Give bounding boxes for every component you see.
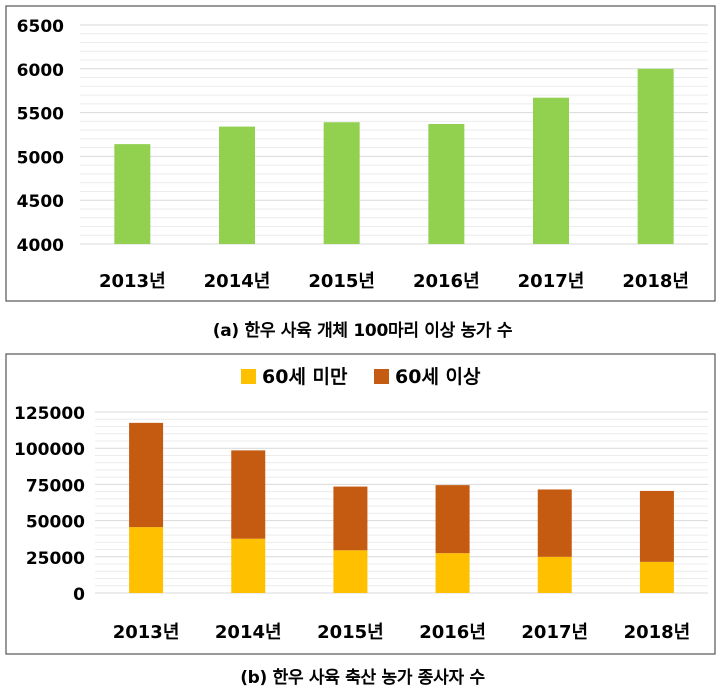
x-tick-label: 2018년 (622, 271, 689, 292)
chart-a-caption: (a) 한우 사육 개체 100마리 이상 농가 수 (212, 321, 513, 341)
legend-label-under60: 60세 미만 (262, 366, 348, 388)
x-tick-label: 2014년 (204, 271, 271, 292)
bar-under60 (435, 553, 470, 593)
y-tick-label: 5000 (17, 148, 64, 168)
bar (114, 144, 151, 244)
bar-over60 (333, 486, 368, 551)
bar (323, 122, 360, 244)
bar-under60 (537, 556, 572, 593)
x-tick-label: 2018년 (624, 622, 691, 643)
chart-b-xaxis: 2013년 2014년 2015년 2016년 2017년 2018년 (113, 622, 691, 643)
bar-over60 (129, 422, 164, 528)
x-tick-label: 2016년 (413, 271, 480, 292)
x-tick-label: 2015년 (317, 622, 384, 643)
y-tick-label: 4000 (17, 236, 64, 256)
bar-under60 (333, 550, 368, 593)
chart-b-caption: (b) 한우 사육 축산 농가 종사자 수 (240, 668, 485, 688)
x-tick-label: 2014년 (215, 622, 282, 643)
chart-a: 4000 4500 5000 5500 6000 6500 2013년 2014년 2015년… (5, 5, 716, 302)
chart-a-frame (5, 5, 716, 302)
chart-a-bars (114, 68, 674, 244)
x-tick-label: 2013년 (99, 271, 166, 292)
x-tick-label: 2015년 (308, 271, 375, 292)
bar-over60 (537, 489, 572, 557)
y-tick-label: 6000 (17, 61, 64, 81)
y-tick-label: 125000 (14, 404, 85, 424)
bar-over60 (435, 485, 470, 554)
chart-b-gridlines (95, 411, 708, 594)
x-tick-label: 2016년 (419, 622, 486, 643)
chart-b-legend: 60세 미만 60세 이상 (241, 366, 481, 388)
chart-a-yaxis: 4000 4500 5000 5500 6000 6500 (17, 17, 64, 256)
chart-b-yaxis: 0 25000 50000 75000 100000 125000 (14, 404, 85, 605)
chart-b: 60세 미만 60세 이상 0 25000 50000 75000 100000 1250… (5, 353, 716, 655)
bar-under60 (639, 561, 674, 593)
x-tick-label: 2017년 (518, 271, 585, 292)
y-tick-label: 0 (73, 585, 85, 605)
x-tick-label: 2017년 (521, 622, 588, 643)
chart-a-gridlines (80, 24, 708, 245)
y-tick-label: 4500 (17, 192, 64, 212)
y-tick-label: 25000 (26, 549, 85, 569)
chart-a-xaxis: 2013년 2014년 2015년 2016년 2017년 2018년 (99, 271, 689, 292)
legend-label-over60: 60세 이상 (395, 366, 481, 388)
y-tick-label: 50000 (26, 513, 85, 533)
y-tick-label: 5500 (17, 105, 64, 125)
bar (637, 68, 674, 244)
bar-over60 (231, 450, 266, 539)
y-tick-label: 100000 (14, 440, 85, 460)
bar-under60 (129, 527, 164, 593)
legend-swatch-over60 (374, 369, 389, 384)
legend-swatch-under60 (241, 369, 256, 384)
bar-under60 (231, 538, 266, 593)
bar (428, 123, 465, 244)
bar (533, 97, 569, 244)
y-tick-label: 75000 (26, 476, 85, 496)
y-tick-label: 6500 (17, 17, 64, 37)
bar (219, 126, 255, 244)
bar-over60 (639, 490, 674, 562)
x-tick-label: 2013년 (113, 622, 180, 643)
chart-b-bars (129, 422, 674, 593)
